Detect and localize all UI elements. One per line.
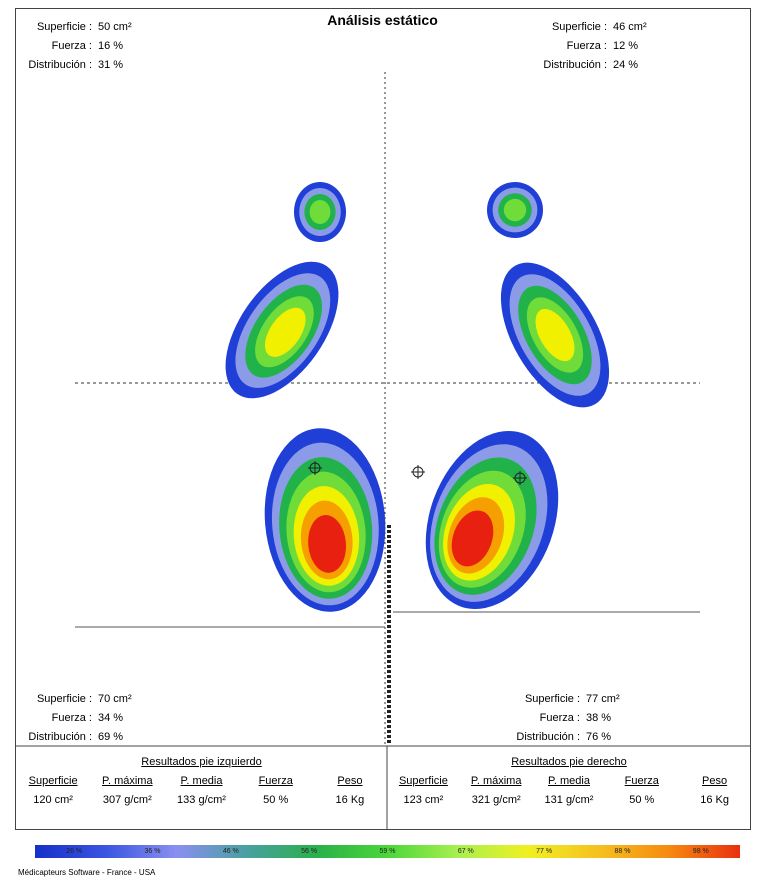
pressure-zone <box>309 200 331 224</box>
column-header: Superficie <box>28 775 78 787</box>
column-header: P. máxima <box>102 775 153 787</box>
cell: 307 g/cm² <box>102 794 152 806</box>
scale-label: 46 % <box>222 848 239 855</box>
cell: 16 Kg <box>335 794 365 806</box>
stat-label: Distribución : <box>543 59 607 71</box>
cell: 120 cm² <box>33 794 73 806</box>
scale-label: 26 % <box>66 848 83 855</box>
column-header: P. media <box>547 775 590 787</box>
pressure-zone <box>503 198 527 222</box>
stat-label: Distribución : <box>28 731 92 743</box>
cell: 50 % <box>263 794 289 806</box>
center-marker <box>513 471 527 485</box>
scale-label: 67 % <box>457 848 474 855</box>
stat-row: Superficie : 50 cm² <box>0 18 180 37</box>
stat-row: Superficie : 46 cm² <box>515 18 695 37</box>
zone-stats: Superficie : 46 cm² Fuerza : 12 % Distribuci… <box>515 18 695 75</box>
stat-label: Superficie : <box>551 21 607 33</box>
pressure-zone <box>451 510 494 567</box>
cell: 50 % <box>629 794 655 806</box>
results-table: Resultados pie derecho Superficie P. máxim… <box>387 746 751 830</box>
value-row: 120 cm² 307 g/cm² 133 g/cm² 50 % 16 Kg <box>16 794 387 806</box>
zone-stats: Superficie : 50 cm² Fuerza : 16 % Distribuci… <box>0 18 180 75</box>
stat-value: 69 % <box>98 731 124 743</box>
stat-label: Fuerza : <box>51 40 92 52</box>
stat-value: 34 % <box>98 712 124 724</box>
stat-row: Distribución : 76 % <box>488 728 668 747</box>
cell: 131 g/cm² <box>544 794 594 806</box>
stat-label: Fuerza : <box>539 712 580 724</box>
frame <box>15 8 751 830</box>
center-marker <box>308 461 322 475</box>
stat-value: 24 % <box>613 59 639 71</box>
stat-row: Fuerza : 16 % <box>0 37 180 56</box>
scale-label: 88 % <box>614 848 631 855</box>
column-header: Peso <box>702 775 728 787</box>
column-header: Fuerza <box>624 775 659 787</box>
column-header: Peso <box>337 775 363 787</box>
scale-label: 98 % <box>692 848 709 855</box>
stat-value: 77 cm² <box>586 693 620 705</box>
cell: 321 g/cm² <box>471 794 521 806</box>
scale-label: 56 % <box>301 848 318 855</box>
stat-label: Fuerza : <box>566 40 607 52</box>
scale-label: 77 % <box>536 848 553 855</box>
stat-row: Distribución : 24 % <box>515 56 695 75</box>
pressure-zone <box>264 307 306 357</box>
cell: 16 Kg <box>700 794 729 806</box>
stat-value: 70 cm² <box>98 693 132 705</box>
results-table: Resultados pie izquierdo Superficie P. máx… <box>16 746 387 830</box>
header-row: Superficie P. máxima P. media Fuerza Peso <box>16 775 387 787</box>
stat-value: 38 % <box>586 712 612 724</box>
stat-label: Superficie : <box>36 21 92 33</box>
stat-row: Fuerza : 34 % <box>0 709 180 728</box>
zone-stats: Superficie : 77 cm² Fuerza : 38 % Distribuci… <box>488 690 668 747</box>
stat-label: Distribución : <box>516 731 580 743</box>
stat-row: Distribución : 69 % <box>0 728 180 747</box>
stat-label: Superficie : <box>524 693 580 705</box>
zone-stats: Superficie : 70 cm² Fuerza : 34 % Distribuci… <box>0 690 180 747</box>
stat-row: Fuerza : 12 % <box>515 37 695 56</box>
stat-row: Distribución : 31 % <box>0 56 180 75</box>
footer: Médicapteurs Software - France - USA <box>18 868 156 877</box>
stat-label: Distribución : <box>28 59 92 71</box>
column-header: P. media <box>180 775 223 787</box>
center-marker <box>411 465 425 479</box>
stat-label: Fuerza : <box>51 712 92 724</box>
stat-value: 16 % <box>98 40 124 52</box>
cell: 123 cm² <box>403 794 444 806</box>
column-header: Fuerza <box>258 775 293 787</box>
stat-row: Superficie : 77 cm² <box>488 690 668 709</box>
table-title: Resultados pie derecho <box>511 756 627 768</box>
value-row: 123 cm² 321 g/cm² 131 g/cm² 50 % 16 Kg <box>387 794 751 806</box>
table-title: Resultados pie izquierdo <box>141 756 262 768</box>
column-header: P. máxima <box>470 775 522 787</box>
cell: 133 g/cm² <box>177 794 226 806</box>
stat-value: 12 % <box>613 40 639 52</box>
title: Análisis estático <box>327 12 438 28</box>
stat-value: 76 % <box>586 731 612 743</box>
stat-label: Superficie : <box>36 693 92 705</box>
stat-value: 31 % <box>98 59 124 71</box>
scale-label: 59 % <box>379 848 396 855</box>
stat-value: 46 cm² <box>613 21 647 33</box>
pressure-zone <box>308 515 347 573</box>
color-scale: 26 % 36 % 46 % 56 % 59 % 67 % 77 % 88 % 98 % <box>35 845 740 858</box>
scale-label: 36 % <box>144 848 161 855</box>
stat-value: 50 cm² <box>98 21 132 33</box>
column-header: Superficie <box>398 775 448 787</box>
header-row: Superficie P. máxima P. media Fuerza Peso <box>387 775 751 787</box>
stat-row: Superficie : 70 cm² <box>0 690 180 709</box>
pressure-zone <box>535 308 575 362</box>
stat-row: Fuerza : 38 % <box>488 709 668 728</box>
